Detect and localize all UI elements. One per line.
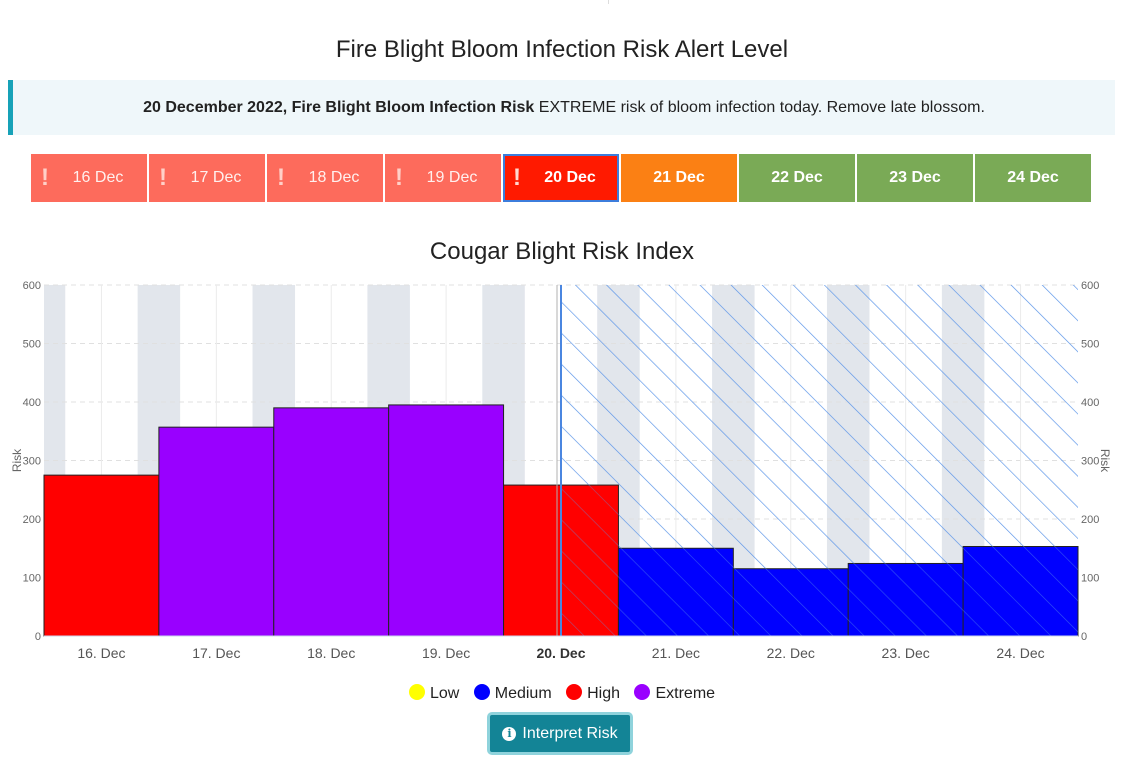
chart-legend: Low Medium High Extreme	[0, 684, 1124, 703]
day-tab-17-dec[interactable]: ! 17 Dec	[149, 154, 265, 202]
legend-label: Low	[429, 685, 460, 702]
x-tick-label: 18. Dec	[307, 645, 355, 661]
y-tick-label-left: 500	[23, 339, 41, 351]
exclamation-icon: !	[395, 164, 403, 191]
risk-index-chart: 0 0 100 100 200 200 300 300 400 400 500 500 600 600 Ri…	[10, 280, 1112, 661]
legend-label: Extreme	[655, 685, 716, 702]
day-tab-label: 16 Dec	[72, 169, 124, 186]
bar-24-dec	[962, 545, 1079, 637]
y-tick-label-left: 100	[23, 573, 41, 585]
day-tab-label: 20 Dec	[544, 169, 596, 186]
day-tab-label: 17 Dec	[190, 169, 242, 186]
x-tick-label: 16. Dec	[77, 645, 125, 661]
y-axis-title-left: Risk	[10, 448, 24, 472]
day-tab-16-dec[interactable]: ! 16 Dec	[31, 154, 147, 202]
y-tick-label-right: 600	[1081, 280, 1099, 292]
day-tab-18-dec[interactable]: ! 18 Dec	[267, 154, 383, 202]
day-tab-19-dec[interactable]: ! 19 Dec	[385, 154, 501, 202]
y-tick-label-right: 0	[1081, 631, 1087, 643]
x-tick-label: 21. Dec	[652, 645, 700, 661]
legend-item-medium[interactable]: Medium	[473, 684, 552, 703]
page-title: Fire Blight Bloom Infection Risk Alert L…	[335, 36, 789, 63]
legend-label: High	[587, 685, 621, 702]
legend-label: Medium	[494, 685, 552, 702]
day-tab-23-dec[interactable]: 23 Dec	[857, 154, 973, 202]
day-tab-label: 22 Dec	[771, 169, 823, 186]
x-tick-label: 17. Dec	[192, 645, 240, 661]
day-tab-21-dec[interactable]: 21 Dec	[621, 154, 737, 202]
y-tick-label-right: 500	[1081, 339, 1099, 351]
y-tick-label-right: 100	[1081, 573, 1099, 585]
alert-date-heading: 20 December 2022, Fire Blight Bloom Infe…	[143, 99, 535, 116]
day-tab-label: 19 Dec	[426, 169, 478, 186]
legend-dot	[408, 684, 425, 700]
legend-dot	[634, 684, 651, 700]
x-tick-label: 23. Dec	[882, 645, 930, 661]
interpret-risk-button[interactable]: i Interpret Risk	[487, 712, 633, 755]
y-tick-label-right: 200	[1081, 514, 1099, 526]
y-tick-label-right: 300	[1081, 456, 1099, 468]
y-tick-label-left: 0	[35, 631, 41, 643]
exclamation-icon: !	[277, 164, 285, 191]
bar-17-dec	[158, 426, 275, 637]
bar-21-dec	[617, 547, 734, 637]
y-axis-title-right: Risk	[1098, 449, 1112, 473]
alert-message: EXTREME risk of bloom infection today. R…	[538, 99, 985, 116]
x-tick-label: 20. Dec	[536, 645, 585, 661]
exclamation-icon: !	[513, 164, 521, 191]
bar-16-dec	[43, 474, 160, 637]
legend-item-extreme[interactable]: Extreme	[634, 684, 715, 703]
y-tick-label-left: 400	[23, 397, 41, 409]
legend-item-low[interactable]: Low	[408, 684, 460, 703]
x-tick-label: 19. Dec	[422, 645, 470, 661]
exclamation-icon: !	[159, 164, 167, 191]
legend-item-high[interactable]: High	[566, 684, 620, 703]
y-tick-label-left: 600	[23, 280, 41, 292]
day-tab-label: 24 Dec	[1007, 169, 1059, 186]
bar-22-dec	[732, 568, 849, 637]
interpret-risk-label: Interpret Risk	[522, 725, 618, 742]
legend-dot	[473, 684, 490, 700]
day-tab-24-dec[interactable]: 24 Dec	[975, 154, 1091, 202]
bar-23-dec	[847, 562, 964, 637]
info-icon: i	[502, 727, 517, 741]
y-tick-label-right: 400	[1081, 397, 1099, 409]
day-tab-label: 23 Dec	[889, 169, 941, 186]
exclamation-icon: !	[41, 164, 49, 191]
day-tab-label: 18 Dec	[308, 169, 360, 186]
alert-banner: 20 December 2022, Fire Blight Bloom Infe…	[8, 80, 1115, 135]
y-tick-label-left: 200	[23, 514, 41, 526]
day-tab-22-dec[interactable]: 22 Dec	[739, 154, 855, 202]
top-divider-tick	[608, 0, 609, 4]
bar-18-dec	[273, 407, 390, 637]
day-tab-20-dec[interactable]: ! 20 Dec	[503, 154, 619, 202]
x-tick-label: 22. Dec	[767, 645, 815, 661]
x-tick-label: 24. Dec	[996, 645, 1044, 661]
chart-title: Cougar Blight Risk Index	[429, 238, 695, 265]
bar-19-dec	[388, 404, 505, 637]
y-tick-label-left: 300	[23, 456, 41, 468]
day-selector: ! 16 Dec ! 17 Dec ! 18 Dec ! 19 Dec ! 20…	[31, 154, 1091, 202]
day-tab-label: 21 Dec	[653, 169, 705, 186]
legend-dot	[566, 684, 583, 700]
